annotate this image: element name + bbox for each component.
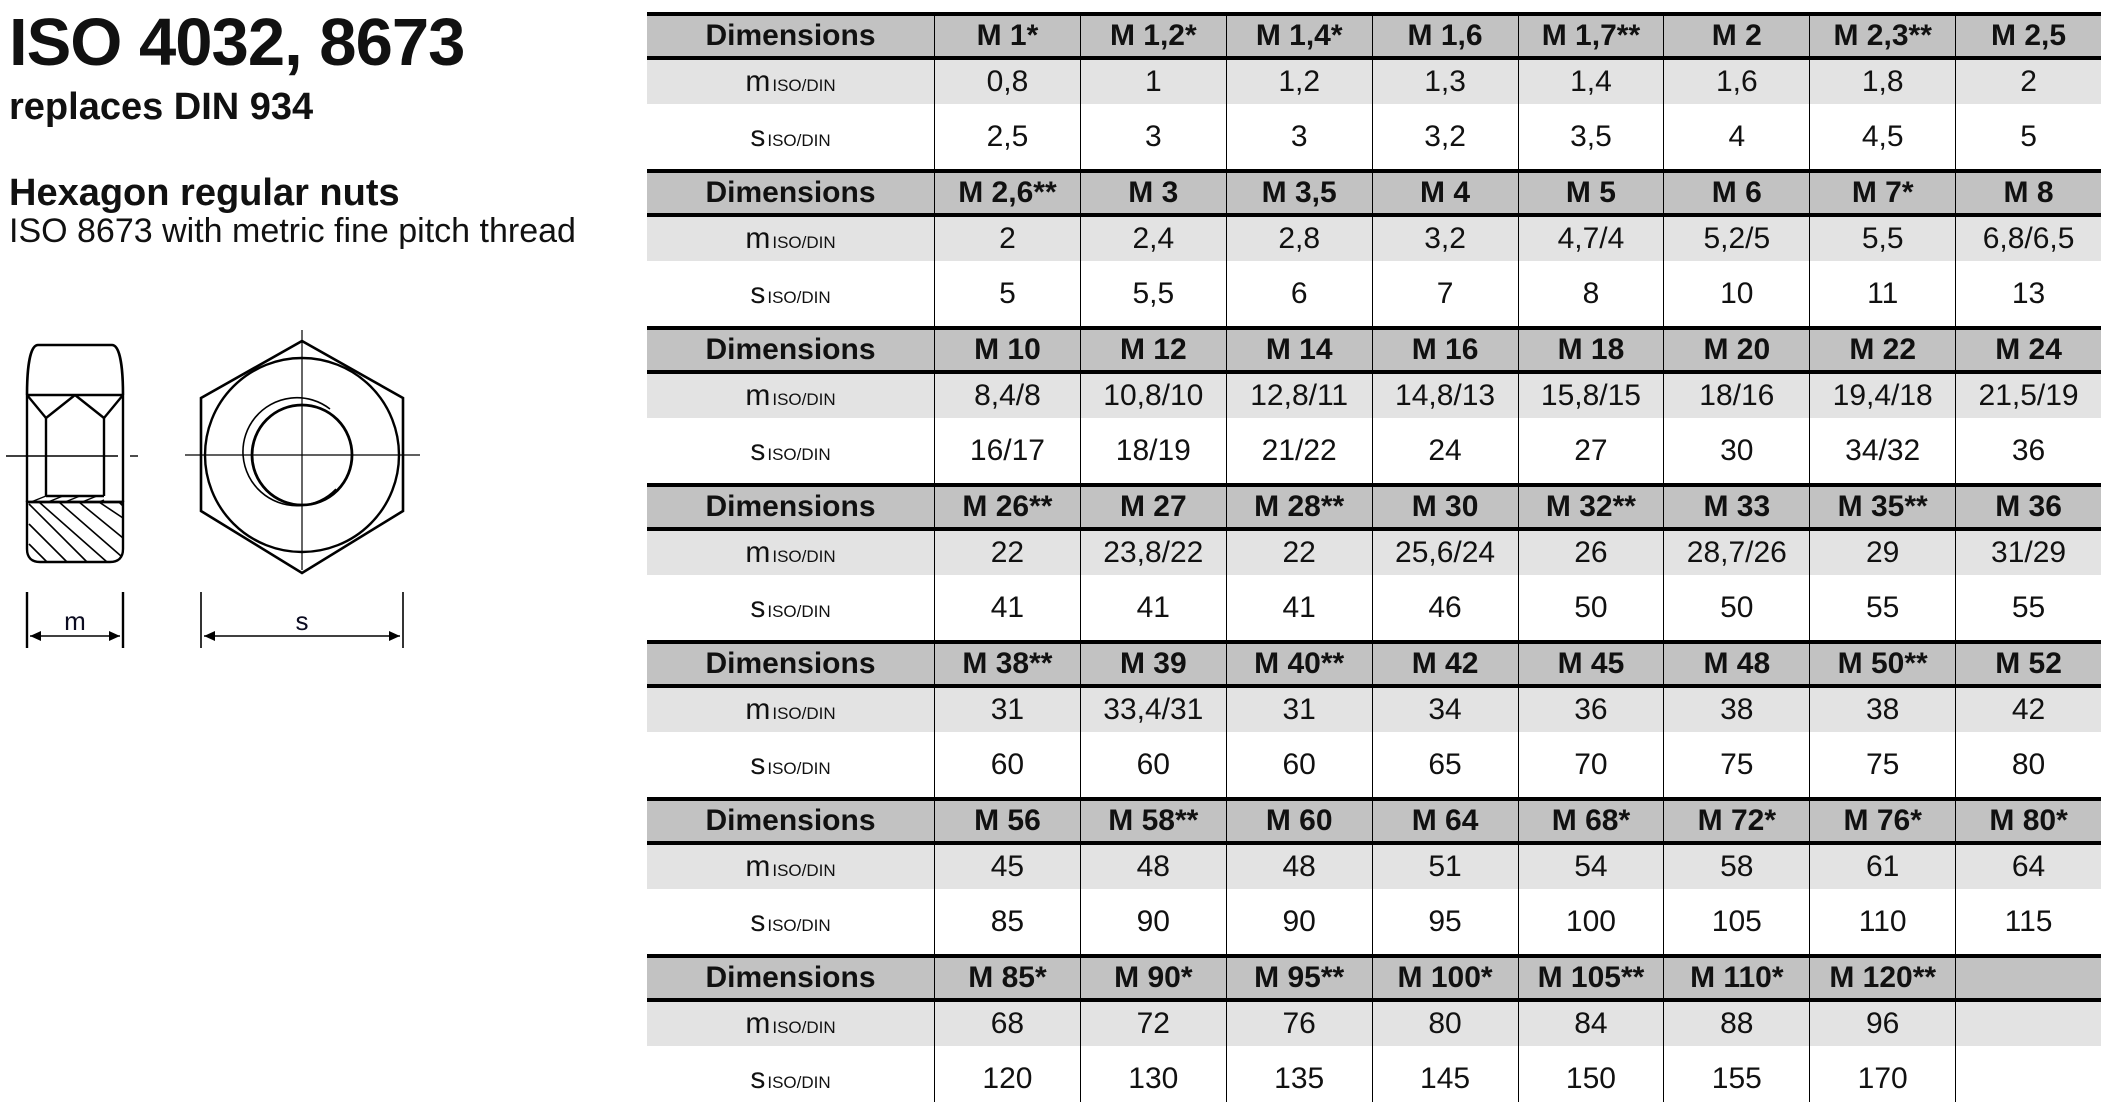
- svg-text:s: s: [296, 606, 309, 636]
- svg-text:m: m: [64, 606, 86, 636]
